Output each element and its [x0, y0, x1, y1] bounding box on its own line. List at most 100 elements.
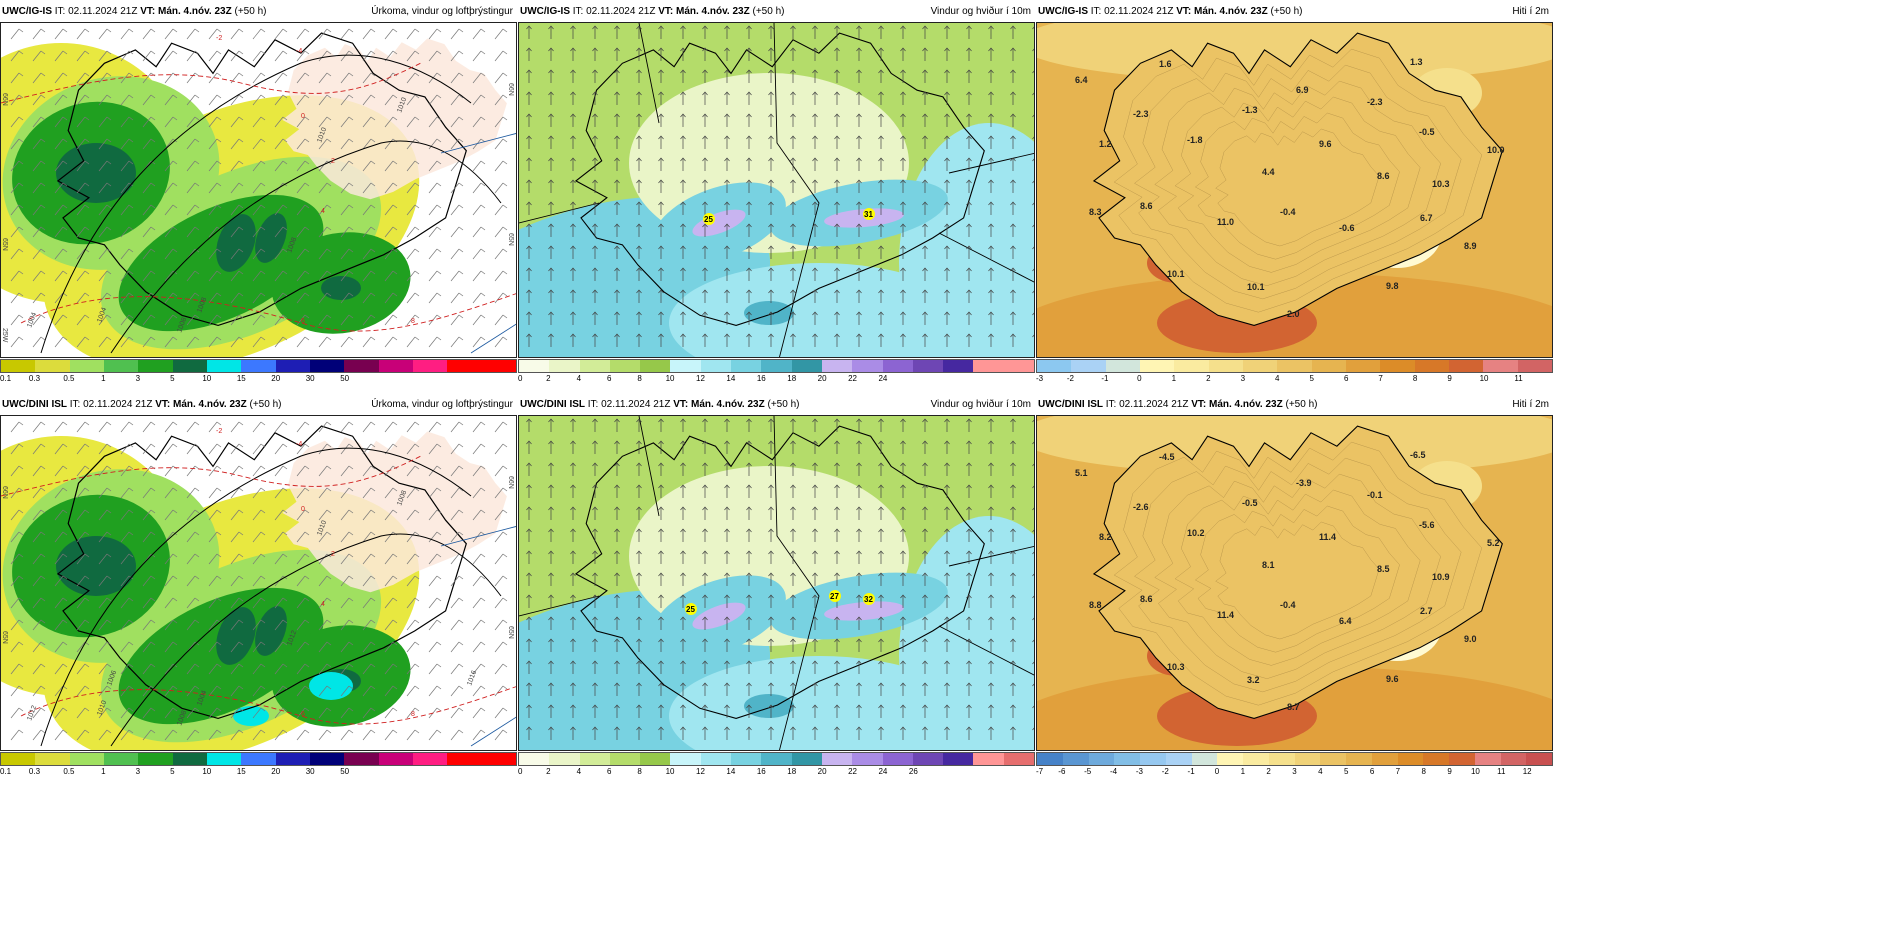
temp-contour-label: -4 [296, 441, 302, 448]
colorbar-tick: 20 [271, 374, 281, 383]
gust-marker [829, 590, 841, 602]
colorbar-tick: 22 [848, 374, 857, 383]
temp-value: -0.6 [1339, 223, 1355, 233]
wind-map-canvas: 25 31 [519, 23, 1034, 357]
colorbar-swatch [1277, 360, 1312, 372]
colorbar-tick: 5 [170, 767, 175, 776]
lat-label: 66N [1, 486, 8, 499]
isotherm [1134, 457, 1462, 693]
colorbar-ticks: 0 2 4 6 8 10 12 14 16 18 20 22 24 [518, 373, 1035, 385]
colorbar-tick: 6 [1369, 767, 1375, 776]
precip-map-canvas: 66N 65N 66N 65N 25W 1010 1010 1008 1004 1004 1008 1… [1, 23, 516, 357]
colorbar-tick: 0 [1214, 767, 1220, 776]
temp-value: 4.4 [1262, 167, 1275, 177]
colorbar [518, 752, 1035, 766]
colorbar-swatch [35, 753, 70, 765]
lat-label: 66N [507, 83, 514, 96]
colorbar-swatch [1037, 360, 1072, 372]
wind-arrows [526, 418, 1034, 740]
isotherm [1195, 112, 1400, 260]
temp-value: 1.6 [1159, 59, 1172, 69]
precip-map[interactable]: 66N 65N 66N 65N 1008 1010 1012 1010 1012 1008 1004… [0, 415, 517, 751]
temp-value: 8.6 [1140, 201, 1153, 211]
gust-label: 31 [864, 210, 873, 219]
valid-time: VT: Mán. 4.nóv. 23Z [1191, 399, 1283, 410]
wind-map[interactable]: 25 27 32 [518, 415, 1035, 751]
panel-header: UWC/DINI ISL IT: 02.11.2024 21Z VT: Mán.… [2, 397, 281, 413]
colorbar-swatch [1062, 753, 1089, 765]
temp-map-canvas: 5.1 -4.5 -6.5 -2.6 -0.5 -3.9 -0.1 8.2 10.2 11.4 -5… [1037, 416, 1552, 750]
colorbar-swatch [640, 753, 671, 765]
colorbar-swatch [447, 753, 482, 765]
colorbar-swatch [1414, 360, 1449, 372]
colorbar-tick: 1 [1171, 374, 1177, 383]
colorbar-tick: 2 [546, 374, 551, 383]
graticule [440, 133, 516, 354]
wind-panel: UWC/IG-IS IT: 02.11.2024 21Z VT: Mán. 4.… [518, 4, 1035, 384]
isotherm [1174, 489, 1421, 666]
colorbar-swatch [1311, 360, 1346, 372]
isotherm [1113, 48, 1483, 313]
temp-map[interactable]: 5.1 -4.5 -6.5 -2.6 -0.5 -3.9 -0.1 8.2 10.2 11.4 -5… [1036, 415, 1553, 751]
gust-label: 32 [864, 595, 873, 604]
lat-label: 25W [1, 328, 8, 343]
colorbar-swatch [1037, 753, 1063, 765]
region-boundary [519, 23, 1034, 357]
temp-value: 8.1 [1262, 560, 1275, 570]
colorbar-tick: 11 [1514, 374, 1523, 383]
isobar-label: 1008 [396, 490, 408, 507]
colorbar-swatch [206, 753, 242, 765]
isobar-label: 1016 [466, 670, 478, 687]
temp-contour-label: 8 [411, 318, 415, 325]
colorbar-swatch [882, 360, 913, 372]
temp-value: -2.3 [1133, 109, 1149, 119]
temp-value: -0.5 [1419, 127, 1435, 137]
init-time: IT: 02.11.2024 21Z [1090, 6, 1174, 17]
temp-value: -2.3 [1367, 97, 1383, 107]
colorbar-swatch [69, 360, 104, 372]
colorbar-tick: 5 [1343, 767, 1349, 776]
isobar-label: 1004 [196, 690, 208, 707]
precip-map[interactable]: 66N 65N 66N 65N 25W 1010 1010 1008 1004 1004 1008 1… [0, 22, 517, 358]
lat-label: 66N [507, 476, 514, 489]
init-time: IT: 02.11.2024 21Z [587, 399, 671, 410]
colorbar-swatch [172, 753, 207, 765]
wind-barbs [10, 28, 508, 348]
isobar [110, 533, 502, 747]
colorbar-swatch [1500, 753, 1527, 765]
panel-header: UWC/DINI ISL IT: 02.11.2024 21Z VT: Mán.… [520, 397, 799, 413]
model-name: UWC/IG-IS [1038, 6, 1088, 17]
colorbar-swatch [481, 360, 516, 372]
temp-value: 9.8 [1386, 281, 1399, 291]
colorbar-swatch [1526, 753, 1552, 765]
lat-label: 65N [1, 238, 8, 251]
colorbar-tick: 2 [1266, 767, 1271, 776]
colorbar-swatch [412, 753, 448, 765]
colorbar-swatch [412, 360, 448, 372]
colorbar-swatch [1423, 753, 1449, 765]
colorbar-swatch [549, 753, 580, 765]
wind-field [519, 73, 1034, 357]
colorbar-swatch [700, 753, 732, 765]
temp-value: 3.2 [1247, 675, 1260, 685]
colorbar [518, 359, 1035, 373]
model-name: UWC/IG-IS [520, 6, 570, 17]
colorbar-tick: 26 [908, 767, 918, 776]
temp-value: 9.0 [1464, 634, 1477, 644]
temp-map-canvas: 6.4 1.6 1.3 -2.3 -1.3 6.9 -2.3 1.2 -1.8 9.6 -0.5 10… [1037, 23, 1552, 357]
colorbar-swatch [579, 753, 610, 765]
isobar-label: 1008 [196, 297, 208, 314]
temp-value: 6.9 [1296, 85, 1309, 95]
temp-value: 8.9 [1464, 241, 1477, 251]
colorbar-swatch [172, 360, 207, 372]
colorbar-tick: 6 [1343, 374, 1349, 383]
temp-value: -6.5 [1410, 450, 1426, 460]
wind-arrows [526, 25, 1034, 347]
panel-header: UWC/IG-IS IT: 02.11.2024 21Z VT: Mán. 4.… [520, 4, 784, 20]
init-time: IT: 02.11.2024 21Z [69, 399, 153, 410]
temp-contour-label: 6 [301, 711, 305, 718]
colorbar-tick: 7 [1378, 374, 1383, 383]
wind-map[interactable]: 25 31 [518, 22, 1035, 358]
isobar-label: 1006 [106, 670, 118, 687]
temp-map[interactable]: 6.4 1.6 1.3 -2.3 -1.3 6.9 -2.3 1.2 -1.8 9.6 -0.5 10… [1036, 22, 1553, 358]
